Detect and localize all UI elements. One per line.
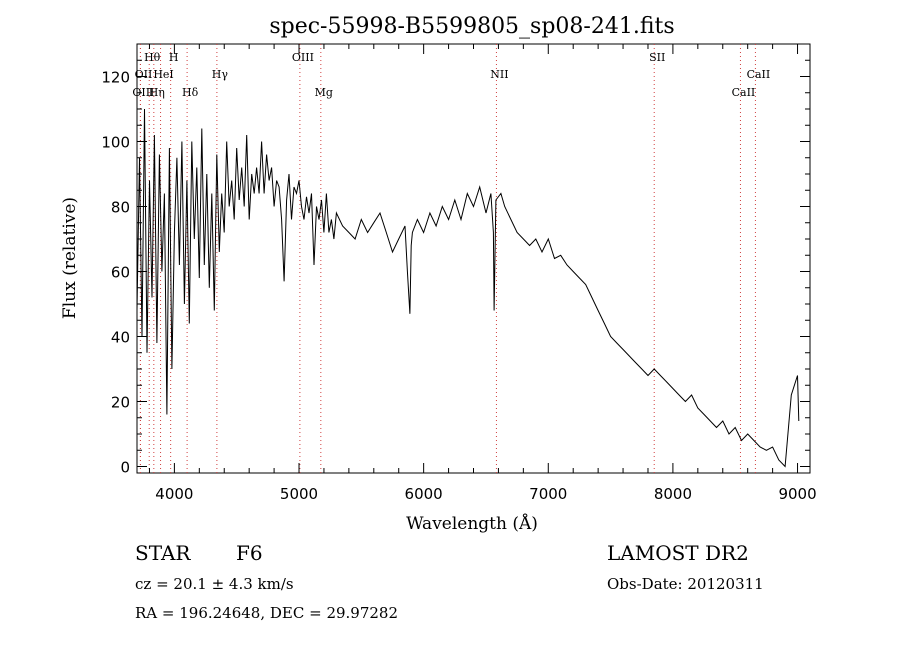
- line-marker-label: Hη: [149, 86, 165, 99]
- y-tick-label: 40: [111, 329, 130, 347]
- object-class: STAR: [135, 541, 191, 565]
- x-tick-label: 7000: [529, 485, 567, 503]
- y-tick-label: 0: [120, 459, 130, 477]
- subclass: F6: [236, 541, 263, 565]
- axes: 4000 5000 6000 7000 8000 9000 0 20 40 60 80 100 120: [101, 44, 817, 503]
- line-marker-label: NII: [490, 68, 508, 81]
- y-tick-label: 100: [101, 134, 130, 152]
- coordinates-text: RA = 196.24648, DEC = 29.97282: [135, 604, 399, 622]
- x-tick-label: 5000: [280, 485, 318, 503]
- y-axis-label: Flux (relative): [60, 197, 80, 319]
- y-tick-label: 120: [101, 69, 130, 87]
- survey-name: LAMOST DR2: [607, 541, 749, 565]
- flux-series: [136, 108, 800, 468]
- line-marker-label: HeI: [153, 68, 173, 81]
- line-marker-label: Hθ: [144, 51, 161, 64]
- line-marker-label: Hγ: [212, 68, 229, 81]
- x-axis-label: Wavelength (Å): [406, 513, 538, 534]
- plot-frame: [136, 43, 811, 474]
- y-tick-label: 60: [111, 264, 130, 282]
- x-tick-label: 9000: [778, 485, 816, 503]
- x-tick-label: 4000: [155, 485, 193, 503]
- line-marker-label: Hδ: [182, 86, 199, 99]
- spectrum-line: [136, 108, 800, 468]
- redshift-text: cz = 20.1 ± 4.3 km/s: [135, 575, 294, 593]
- x-tick-label: 6000: [405, 485, 443, 503]
- line-marker-label: Mg: [315, 86, 333, 99]
- line-marker-label: CaII: [732, 86, 756, 99]
- chart-title: spec-55998-B5599805_sp08-241.fits: [269, 14, 674, 39]
- observation-date: Obs-Date: 20120311: [607, 575, 764, 593]
- y-tick-label: 20: [111, 394, 130, 412]
- line-marker-label: OII: [135, 68, 153, 81]
- line-marker-label: CaII: [747, 68, 771, 81]
- x-tick-label: 8000: [654, 485, 692, 503]
- y-tick-label: 80: [111, 199, 130, 217]
- line-marker-label: H: [169, 51, 179, 64]
- line-marker-label: SII: [649, 51, 665, 64]
- line-marker-label: OIII: [132, 86, 154, 99]
- line-marker-label: OIII: [292, 51, 314, 64]
